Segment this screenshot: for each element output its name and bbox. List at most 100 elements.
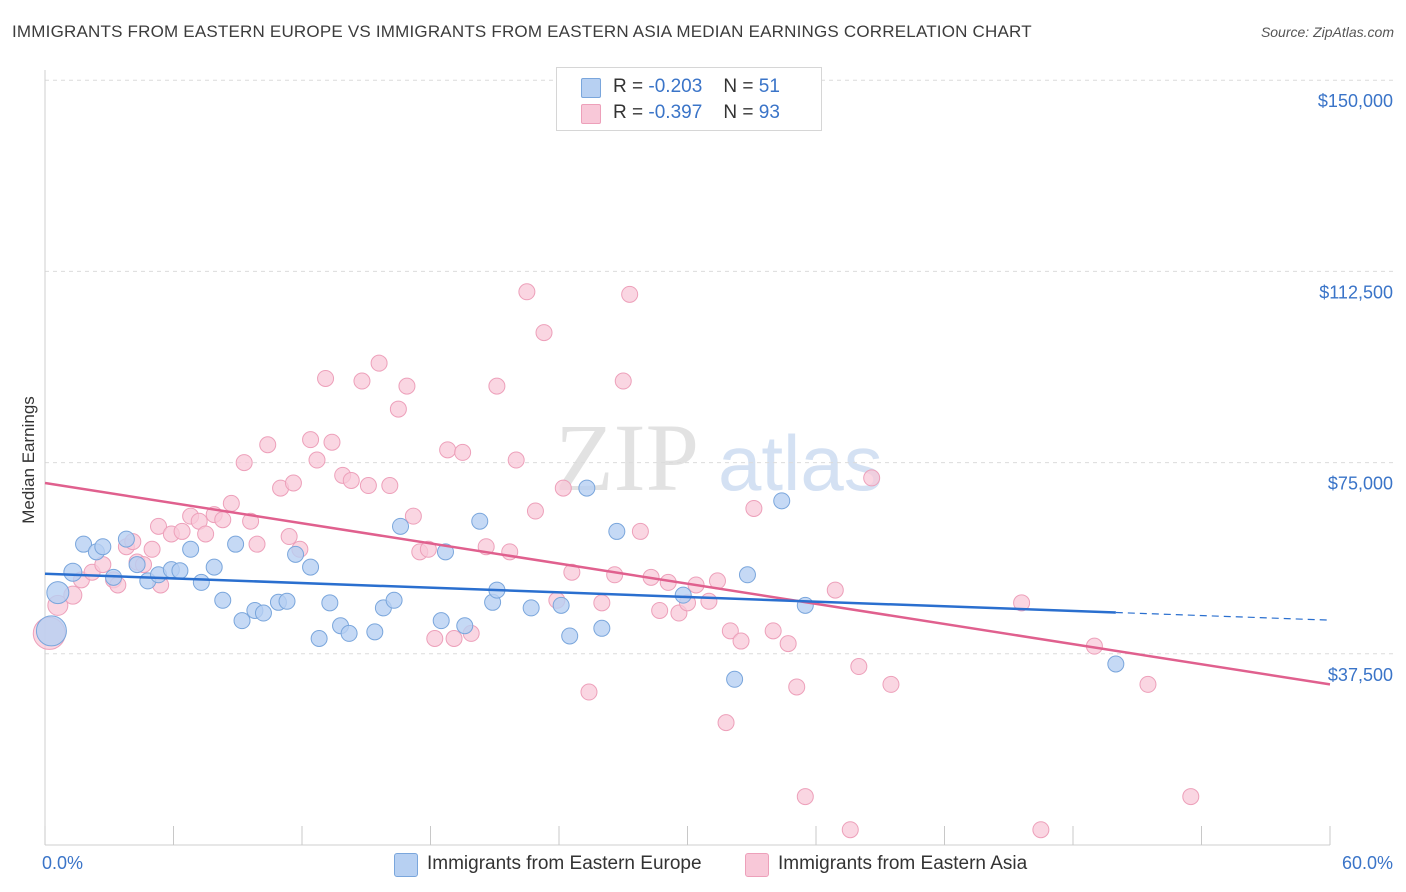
- data-point-eastern-asia: [280, 528, 298, 546]
- chart-title: IMMIGRANTS FROM EASTERN EUROPE VS IMMIGR…: [12, 22, 1032, 41]
- x-tick-label: 60.0%: [1342, 853, 1393, 873]
- data-point-eastern-europe: [35, 615, 67, 647]
- data-point-eastern-asia: [242, 512, 260, 530]
- data-point-eastern-asia: [439, 441, 457, 459]
- data-point-eastern-asia: [259, 436, 277, 454]
- data-point-eastern-asia: [370, 354, 388, 372]
- axes: [44, 70, 1331, 846]
- data-point-eastern-europe: [726, 670, 744, 688]
- y-tick-label: $37,500: [1328, 665, 1393, 685]
- data-point-eastern-europe: [674, 586, 692, 604]
- gridlines: [45, 79, 1395, 655]
- correlation-legend: R = -0.203 N = 51 R = -0.397 N = 93: [556, 67, 822, 131]
- data-point-eastern-europe: [1107, 655, 1125, 673]
- data-point-eastern-asia: [1182, 788, 1200, 806]
- series-eastern-europe-points: [35, 479, 1125, 688]
- data-point-eastern-europe: [205, 558, 223, 576]
- bottom-legend-label: Immigrants from Eastern Asia: [778, 853, 1028, 874]
- data-point-eastern-asia: [1139, 675, 1157, 693]
- data-point-eastern-europe: [278, 592, 296, 610]
- data-point-eastern-asia: [389, 400, 407, 418]
- data-point-eastern-europe: [117, 530, 135, 548]
- data-point-eastern-europe: [392, 517, 410, 535]
- legend-n-label: N =: [723, 76, 754, 97]
- data-point-eastern-europe: [171, 562, 189, 580]
- data-point-eastern-europe: [321, 594, 339, 612]
- data-point-eastern-europe: [340, 624, 358, 642]
- legend-swatch-blue: [581, 78, 601, 98]
- data-point-eastern-asia: [317, 369, 335, 387]
- source-label: Source: ZipAtlas.com: [1260, 24, 1394, 40]
- data-point-eastern-europe: [608, 522, 626, 540]
- data-point-eastern-asia: [526, 502, 544, 520]
- bottom-legend-swatch-blue: [394, 853, 418, 877]
- trend-line-eastern-europe-extension: [1115, 611, 1331, 621]
- data-point-eastern-asia: [563, 563, 581, 581]
- data-point-eastern-europe: [182, 540, 200, 558]
- data-point-eastern-europe: [796, 596, 814, 614]
- data-point-eastern-europe: [227, 535, 245, 553]
- data-point-eastern-asia: [631, 522, 649, 540]
- data-point-eastern-asia: [488, 377, 506, 395]
- data-point-eastern-asia: [143, 540, 161, 558]
- series-eastern-asia-points: [32, 283, 1200, 839]
- legend-n-value: 51: [758, 76, 780, 97]
- data-point-eastern-asia: [235, 454, 253, 472]
- data-point-eastern-asia: [1013, 594, 1031, 612]
- data-point-eastern-europe: [94, 538, 112, 556]
- data-point-eastern-asia: [507, 451, 525, 469]
- data-point-eastern-asia: [717, 714, 735, 732]
- legend-r-label: R =: [613, 102, 644, 123]
- data-point-eastern-europe: [593, 619, 611, 637]
- y-tick-label: $75,000: [1328, 474, 1393, 494]
- data-point-eastern-europe: [233, 612, 251, 630]
- data-point-eastern-asia: [788, 678, 806, 696]
- data-point-eastern-asia: [721, 622, 739, 640]
- data-point-eastern-asia: [745, 499, 763, 517]
- data-point-eastern-asia: [651, 601, 669, 619]
- data-point-eastern-asia: [850, 658, 868, 676]
- legend-r-value: -0.397: [648, 102, 703, 123]
- legend-swatch-pink: [581, 104, 601, 124]
- data-point-eastern-asia: [826, 581, 844, 599]
- data-point-eastern-asia: [222, 494, 240, 512]
- data-point-eastern-asia: [308, 451, 326, 469]
- data-point-eastern-asia: [404, 507, 422, 525]
- data-point-eastern-asia: [214, 511, 232, 529]
- data-point-eastern-asia: [614, 372, 632, 390]
- data-point-eastern-asia: [419, 540, 437, 558]
- data-point-eastern-asia: [445, 630, 463, 648]
- data-point-eastern-europe: [310, 630, 328, 648]
- data-point-eastern-asia: [173, 522, 191, 540]
- data-point-eastern-europe: [578, 479, 596, 497]
- x-tick-label: 0.0%: [42, 853, 83, 873]
- data-point-eastern-europe: [561, 627, 579, 645]
- data-point-eastern-asia: [554, 479, 572, 497]
- data-point-eastern-asia: [796, 788, 814, 806]
- data-point-eastern-europe: [773, 492, 791, 510]
- y-tick-label: $112,500: [1319, 282, 1393, 302]
- data-point-eastern-asia: [150, 517, 168, 535]
- data-point-eastern-asia: [302, 431, 320, 449]
- legend-r-value: -0.203: [648, 76, 703, 97]
- data-point-eastern-asia: [353, 372, 371, 390]
- data-point-eastern-asia: [381, 477, 399, 495]
- data-point-eastern-asia: [700, 592, 718, 610]
- y-tick-label: $150,000: [1318, 91, 1393, 111]
- trend-line-eastern-asia: [44, 481, 1331, 686]
- data-point-eastern-asia: [580, 683, 598, 701]
- data-point-eastern-europe: [738, 566, 756, 584]
- data-point-eastern-asia: [732, 632, 750, 650]
- data-point-eastern-europe: [302, 558, 320, 576]
- tick-labels: $150,000 $112,500 $75,000 $37,500 0.0% 60.0%: [42, 91, 1393, 873]
- legend-r-label: R =: [613, 76, 644, 97]
- data-point-eastern-europe: [63, 562, 83, 582]
- data-point-eastern-asia: [606, 566, 624, 584]
- bottom-legend-label: Immigrants from Eastern Europe: [427, 853, 702, 874]
- data-point-eastern-europe: [456, 617, 474, 635]
- data-point-eastern-europe: [366, 623, 384, 641]
- data-point-eastern-europe: [128, 556, 146, 574]
- data-point-eastern-asia: [1032, 821, 1050, 839]
- data-point-eastern-europe: [287, 545, 305, 563]
